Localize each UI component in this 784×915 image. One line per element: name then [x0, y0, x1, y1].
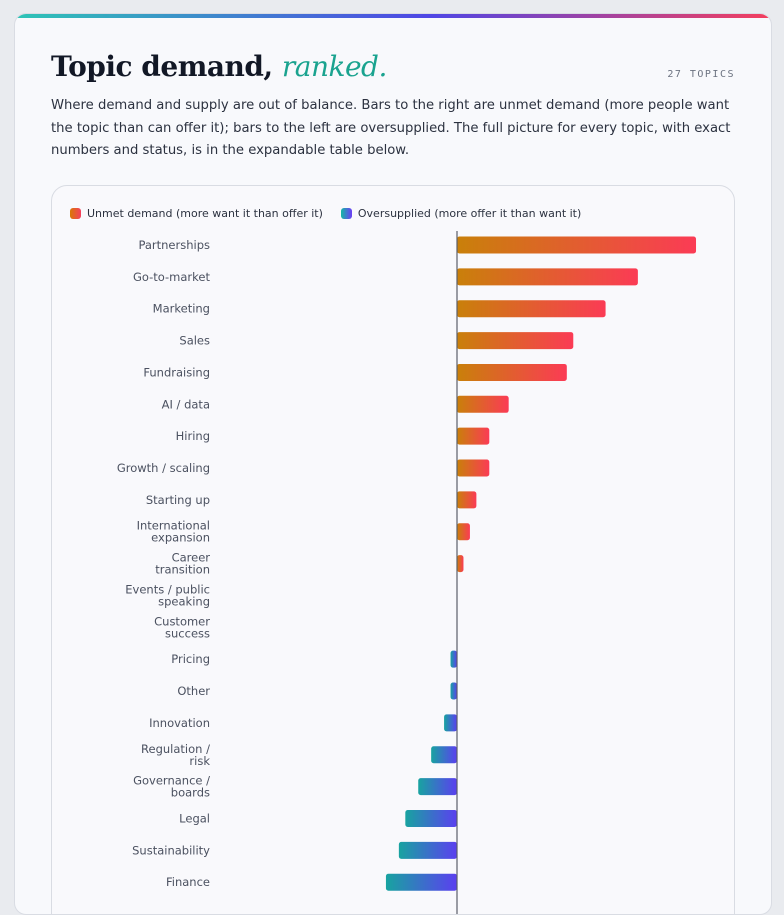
- bar-starting-up: [457, 491, 477, 509]
- category-label-growth-scaling: Growth / scaling: [117, 461, 210, 475]
- legend-item-oversupplied: Oversupplied (more offer it than want it…: [340, 207, 582, 220]
- category-label-events-public-speaking: Events / public speaking: [125, 582, 210, 608]
- category-label-sales: Sales: [179, 334, 210, 348]
- bar-regulation-risk: [431, 746, 457, 764]
- title-accent: ranked.: [281, 50, 387, 83]
- category-label-hiring: Hiring: [176, 429, 210, 443]
- bar-chart: Partnerships Go-to-market Marketing Sales Fu…: [117, 231, 697, 914]
- bar-international-expansion: [457, 523, 470, 541]
- bar-fundraising: [457, 363, 567, 381]
- bar-other: [450, 682, 457, 700]
- bar-sustainability: [398, 841, 457, 859]
- category-label-governance-boards: Governance / boards: [133, 774, 210, 800]
- category-label-marketing: Marketing: [153, 302, 210, 316]
- category-label-go-to-market: Go-to-market: [133, 270, 211, 284]
- category-label-starting-up: Starting up: [146, 493, 210, 507]
- category-label-pricing: Pricing: [171, 652, 210, 666]
- bars-group: [385, 236, 697, 891]
- chart-panel: Unmet demand (more want it than offer it…: [51, 185, 735, 914]
- bar-growth-scaling: [457, 459, 490, 477]
- gradient-top-bar: [15, 14, 771, 18]
- bar-governance-boards: [418, 778, 457, 796]
- category-labels-group: Partnerships Go-to-market Marketing Sales Fu…: [117, 238, 211, 889]
- title-main: Topic demand,: [51, 50, 273, 83]
- bar-career-transition: [457, 555, 464, 573]
- legend-item-unmet: Unmet demand (more want it than offer it…: [70, 207, 323, 220]
- bar-innovation: [444, 714, 457, 732]
- chart-legend: Unmet demand (more want it than offer it…: [70, 207, 599, 220]
- chart-description: Where demand and supply are out of balan…: [51, 98, 731, 158]
- category-label-other: Other: [177, 684, 210, 698]
- category-label-international-expansion: International expansion: [137, 519, 210, 545]
- category-label-finance: Finance: [166, 875, 210, 889]
- category-label-fundraising: Fundraising: [143, 365, 210, 379]
- bar-hiring: [457, 427, 490, 445]
- category-label-sustainability: Sustainability: [132, 843, 210, 857]
- bar-sales: [457, 332, 574, 350]
- category-label-innovation: Innovation: [149, 716, 210, 730]
- category-label-career-transition: Career transition: [155, 551, 210, 577]
- bar-go-to-market: [457, 268, 638, 286]
- topic-demand-card: Topic demand, ranked. 27 TOPICS Where de…: [14, 13, 772, 915]
- bar-pricing: [450, 650, 457, 668]
- category-label-ai-data: AI / data: [162, 397, 210, 411]
- page-title: Topic demand, ranked.: [51, 50, 387, 83]
- legend-swatch-unmet: [70, 208, 81, 219]
- bar-marketing: [457, 300, 606, 318]
- legend-swatch-oversupplied: [340, 208, 352, 219]
- bar-ai-data: [457, 395, 509, 413]
- category-label-legal: Legal: [179, 811, 210, 825]
- topic-count: 27 TOPICS: [667, 69, 735, 80]
- category-label-regulation-risk: Regulation / risk: [141, 742, 210, 768]
- legend-label-unmet: Unmet demand (more want it than offer it…: [87, 207, 323, 220]
- bar-finance: [385, 873, 457, 891]
- bar-legal: [405, 809, 457, 827]
- category-label-partnerships: Partnerships: [138, 238, 210, 252]
- category-label-customer-success: Customer success: [154, 614, 210, 640]
- bar-partnerships: [457, 236, 697, 254]
- legend-label-oversupplied: Oversupplied (more offer it than want it…: [357, 207, 582, 220]
